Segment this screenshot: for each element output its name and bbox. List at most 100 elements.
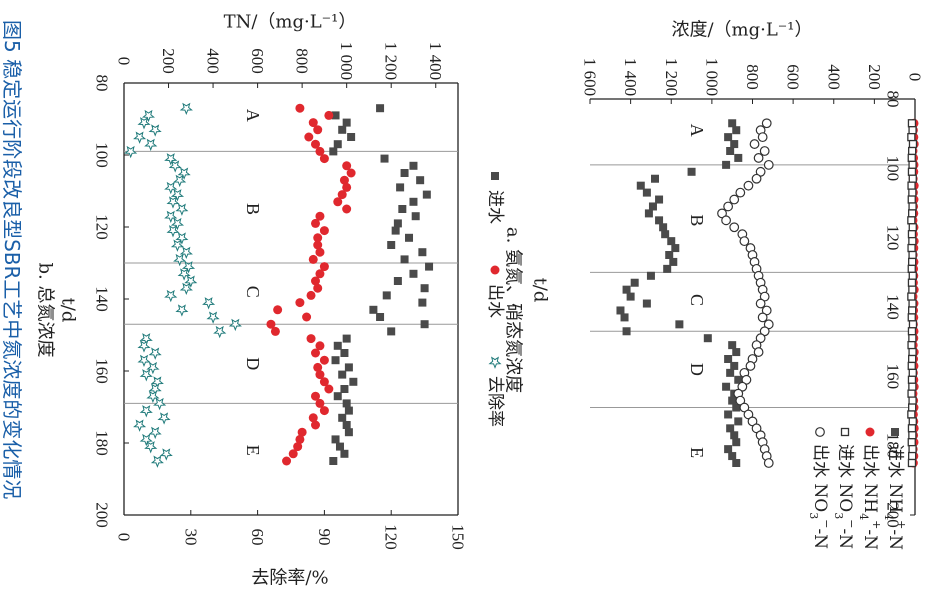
- data-point: [266, 319, 276, 329]
- data-point: [908, 160, 917, 170]
- data-point: [908, 334, 917, 343]
- data-point: [342, 399, 351, 408]
- data-point: [288, 449, 298, 459]
- data-point: [908, 444, 917, 454]
- data-point: [646, 271, 655, 280]
- series-a-2: [907, 119, 918, 468]
- tn-tick-label: 400: [204, 48, 223, 74]
- data-point: [739, 236, 750, 247]
- data-point: [908, 188, 917, 197]
- data-point: [333, 140, 342, 149]
- data-point: [908, 146, 917, 156]
- data-point: [644, 209, 653, 218]
- y-tick-label: 200: [865, 64, 884, 90]
- data-point: [310, 276, 320, 286]
- legend-label: 出水 NO3−-N: [807, 444, 833, 549]
- data-point: [729, 222, 740, 233]
- phase-label-d: D: [243, 357, 263, 370]
- series-b-2: [124, 102, 242, 468]
- data-point: [687, 167, 696, 176]
- data-point: [164, 153, 178, 166]
- data-point: [213, 325, 227, 339]
- x-tick-label: 120: [884, 225, 903, 251]
- data-point: [391, 226, 400, 235]
- data-point: [907, 410, 916, 419]
- data-point: [342, 334, 351, 343]
- figure-number: 图5: [0, 20, 24, 53]
- data-point: [411, 212, 420, 221]
- data-point: [319, 377, 329, 387]
- data-point: [636, 181, 645, 190]
- data-point: [340, 449, 349, 458]
- data-point: [137, 117, 151, 130]
- data-point: [405, 233, 414, 242]
- data-point: [642, 188, 651, 197]
- data-point: [184, 275, 198, 288]
- data-point: [757, 132, 768, 143]
- legend-label: 出水 NH4+-N: [857, 444, 883, 550]
- data-point: [420, 320, 429, 329]
- data-point: [206, 311, 220, 324]
- y-tick-label: 1 200: [662, 58, 681, 96]
- data-point: [907, 458, 917, 468]
- data-point: [908, 299, 917, 308]
- data-point: [148, 426, 162, 440]
- data-point: [313, 362, 323, 372]
- removal-tick-label: 30: [181, 529, 200, 546]
- data-point: [663, 264, 672, 273]
- data-point: [157, 412, 171, 425]
- data-point: [907, 361, 916, 371]
- data-point: [319, 262, 329, 272]
- data-point: [732, 459, 741, 467]
- x-tick-label: 180: [93, 430, 112, 456]
- data-point: [139, 369, 153, 382]
- data-point: [170, 189, 185, 202]
- data-point: [313, 240, 323, 250]
- data-point: [726, 368, 735, 377]
- data-point: [344, 406, 353, 415]
- data-point: [349, 377, 358, 386]
- data-point: [749, 139, 760, 149]
- data-point: [146, 390, 160, 404]
- data-point: [387, 241, 396, 249]
- y-axis-label: 浓度/（mg·L⁻¹）: [671, 20, 812, 41]
- data-point: [620, 313, 629, 322]
- data-point: [315, 211, 325, 221]
- series-a-3: [717, 118, 774, 468]
- data-point: [175, 203, 189, 216]
- data-point: [139, 433, 153, 447]
- tn-tick-label: 600: [248, 48, 267, 74]
- data-point: [907, 278, 917, 287]
- data-point: [422, 190, 431, 199]
- data-point: [908, 202, 917, 211]
- data-point: [315, 341, 325, 351]
- data-point: [675, 320, 684, 329]
- data-point: [144, 138, 158, 152]
- data-point: [338, 125, 347, 134]
- data-point: [616, 306, 625, 315]
- data-point: [400, 255, 409, 264]
- x-axis-label: t/d: [530, 278, 551, 303]
- data-point: [908, 403, 917, 412]
- data-point: [418, 298, 427, 307]
- data-point: [661, 230, 670, 239]
- data-point: [409, 269, 418, 278]
- tn-tick-label: 200: [159, 48, 178, 74]
- data-point: [622, 327, 631, 336]
- data-point: [724, 133, 733, 142]
- data-point: [308, 413, 318, 423]
- data-point: [724, 445, 733, 454]
- data-point: [333, 392, 342, 401]
- data-point: [338, 413, 347, 422]
- data-point: [315, 146, 325, 156]
- x-tick-label: 140: [884, 294, 903, 320]
- data-point: [335, 442, 344, 451]
- data-point: [133, 419, 147, 432]
- data-point: [319, 355, 329, 365]
- data-point: [168, 160, 182, 173]
- data-point: [342, 182, 352, 192]
- data-point: [331, 435, 340, 444]
- legend-marker: [840, 427, 850, 437]
- data-point: [908, 236, 917, 246]
